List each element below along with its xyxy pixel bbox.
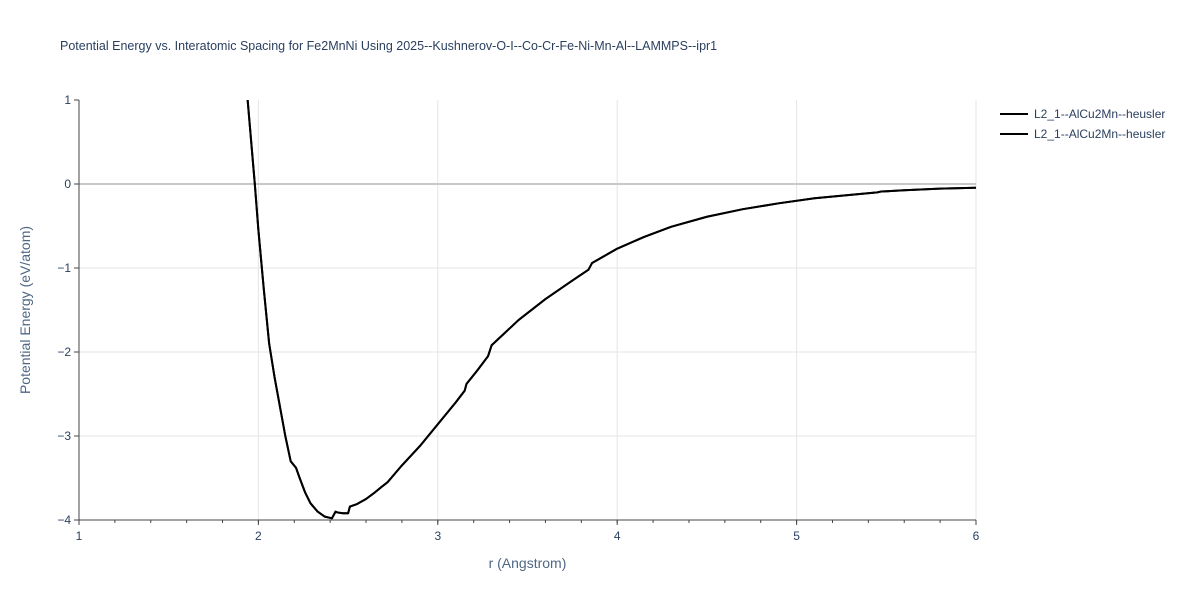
x-tick-label: 4 xyxy=(614,529,621,543)
y-tick-label: −4 xyxy=(57,513,71,527)
x-axis-title: r (Angstrom) xyxy=(489,555,567,571)
series-line-2 xyxy=(246,100,976,520)
y-tick-label: −2 xyxy=(57,345,71,359)
legend-item-1[interactable]: L2_1--AlCu2Mn--heusler xyxy=(1000,107,1165,121)
x-tick-label: 3 xyxy=(434,529,441,543)
y-tick-label: −1 xyxy=(57,261,71,275)
x-ticks: 1 2 3 4 5 6 xyxy=(76,520,980,543)
x-tick-label: 1 xyxy=(76,529,83,543)
series-group xyxy=(246,100,976,520)
x-tick-label: 5 xyxy=(793,529,800,543)
y-tick-label: 0 xyxy=(64,177,71,191)
x-tick-label: 6 xyxy=(973,529,980,543)
chart-title: Potential Energy vs. Interatomic Spacing… xyxy=(60,39,717,53)
legend-label: L2_1--AlCu2Mn--heusler xyxy=(1034,127,1165,141)
y-tick-label: 1 xyxy=(64,93,71,107)
y-ticks: 1 0 −1 −2 −3 −4 xyxy=(57,93,79,527)
axes xyxy=(78,100,976,521)
y-axis-title: Potential Energy (eV/atom) xyxy=(17,226,33,394)
legend[interactable]: L2_1--AlCu2Mn--heusler L2_1--AlCu2Mn--heu… xyxy=(1000,107,1165,141)
legend-item-2[interactable]: L2_1--AlCu2Mn--heusler xyxy=(1000,127,1165,141)
legend-label: L2_1--AlCu2Mn--heusler xyxy=(1034,107,1165,121)
x-tick-label: 2 xyxy=(255,529,262,543)
y-tick-label: −3 xyxy=(57,429,71,443)
grid xyxy=(79,100,977,520)
